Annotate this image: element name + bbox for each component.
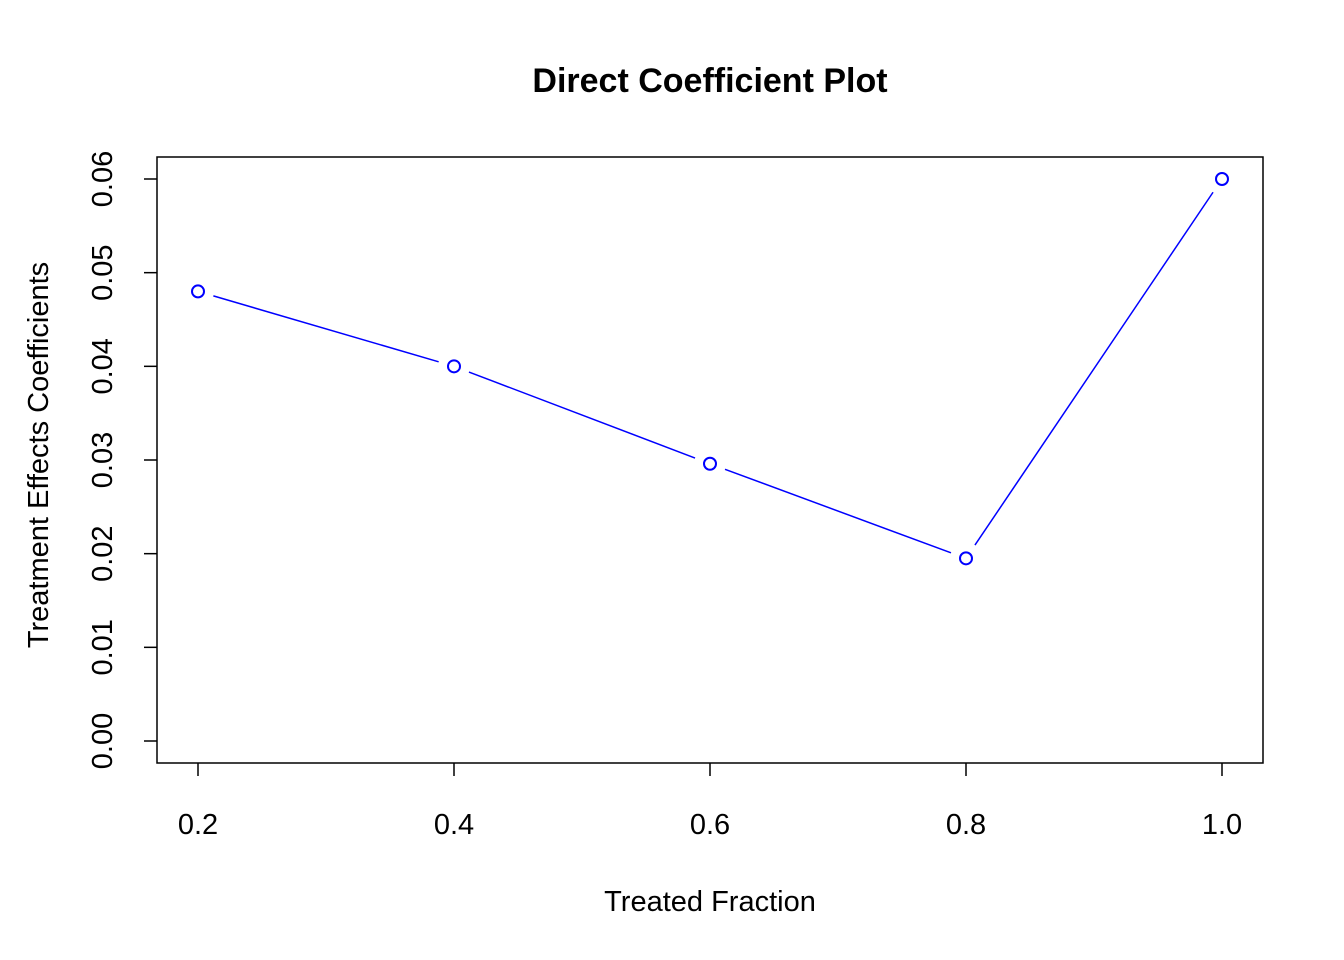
plot-frame — [156, 156, 1264, 764]
y-tick-label: 0.01 — [87, 619, 119, 675]
series-line-segment — [213, 295, 439, 363]
y-axis: 0.00 0.01 0.02 0.03 0.04 0.05 0.06 — [87, 151, 157, 769]
series-line-segment — [974, 191, 1214, 546]
data-point — [959, 551, 973, 566]
y-tick-label: 0.02 — [87, 525, 119, 581]
series-line-segment — [468, 371, 696, 459]
data-point — [1215, 172, 1229, 186]
y-tick-label: 0.04 — [87, 338, 119, 394]
y-tick-label: 0.03 — [87, 432, 119, 488]
data-point — [447, 359, 461, 374]
x-tick-label: 0.8 — [946, 809, 986, 841]
x-tick-label: 0.2 — [178, 809, 218, 841]
chart-title: Direct Coefficient Plot — [532, 62, 887, 100]
data-point — [191, 284, 205, 299]
series-layer — [191, 172, 1229, 566]
x-axis: 0.2 0.4 0.6 0.8 1.0 — [178, 763, 1242, 841]
y-axis-label: Treatment Effects Coefficients — [23, 262, 55, 648]
x-axis-label: Treated Fraction — [604, 886, 816, 918]
x-tick-label: 0.4 — [434, 809, 474, 841]
x-tick-label: 0.6 — [690, 809, 730, 841]
data-point — [703, 456, 717, 471]
y-tick-label: 0.06 — [87, 151, 119, 207]
y-tick-label: 0.00 — [87, 713, 119, 769]
y-tick-label: 0.05 — [87, 244, 119, 300]
x-tick-label: 1.0 — [1202, 809, 1242, 841]
series-line-segment — [724, 468, 952, 554]
